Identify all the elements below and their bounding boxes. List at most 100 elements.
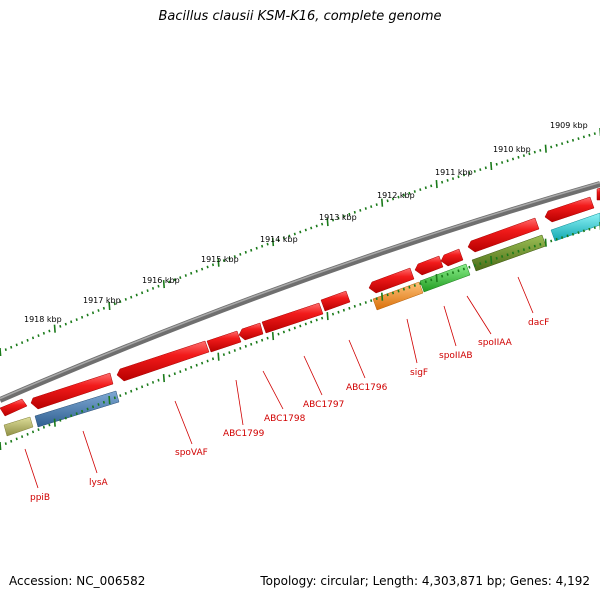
- scale-tick: [435, 274, 438, 283]
- scale-dot: [282, 236, 285, 240]
- cds-arrow: [320, 290, 351, 312]
- scale-dot: [342, 214, 345, 218]
- scale-dot: [397, 195, 400, 199]
- scale-dot: [244, 250, 247, 254]
- scale-dot: [173, 278, 176, 282]
- scale-dot: [266, 242, 269, 246]
- scale-dot: [528, 246, 531, 250]
- scale-dot: [506, 253, 509, 257]
- scale-dot: [173, 372, 176, 376]
- gene-label-ABC1796: ABC1796: [346, 383, 388, 393]
- scale-tick: [108, 395, 111, 405]
- cds-arrow: [440, 248, 464, 267]
- scale-dot: [97, 309, 100, 312]
- scale-dot: [15, 437, 18, 441]
- leader-ABC1797: [303, 355, 323, 396]
- cds-arrow: [30, 372, 114, 410]
- scale-dot: [184, 368, 187, 371]
- scale-dot: [266, 336, 269, 340]
- scale-dot: [179, 370, 182, 373]
- kbp-label-1912: 1912 kbp: [377, 191, 415, 200]
- scale-dot: [353, 304, 356, 308]
- scale-dot: [484, 260, 487, 264]
- scale-dot: [430, 278, 433, 282]
- scale-dot: [441, 180, 444, 184]
- scale-dot: [113, 396, 116, 400]
- cds-arrow: [261, 302, 324, 334]
- scale-dot: [408, 285, 411, 289]
- scale-dot: [141, 385, 144, 389]
- scale-dot: [430, 184, 433, 188]
- scale-dot: [484, 166, 487, 170]
- scale-dot: [250, 342, 253, 346]
- scale-dot: [102, 306, 105, 310]
- scale-dot: [506, 159, 509, 163]
- scale-tick: [381, 292, 384, 301]
- scale-dot: [135, 387, 138, 391]
- kbp-label-1911: 1911 kbp: [435, 168, 473, 177]
- scale-dot: [539, 149, 542, 152]
- scale-dot: [495, 162, 498, 166]
- leader-spoVAF: [174, 400, 193, 445]
- scale-dot: [331, 218, 335, 222]
- scale-dot: [124, 392, 127, 395]
- feature-bar-blue: [34, 390, 120, 428]
- feature-track: [3, 212, 600, 437]
- scale-dot: [288, 328, 291, 332]
- scale-dot: [451, 271, 455, 274]
- scale-dot: [228, 351, 231, 354]
- scale-dot: [375, 297, 378, 300]
- scale-dot: [582, 135, 585, 139]
- scale-dot: [315, 318, 318, 322]
- scale-dot: [359, 209, 362, 212]
- scale-dot: [91, 311, 95, 315]
- scale-dot: [370, 205, 373, 208]
- scale-dot: [299, 230, 302, 234]
- scale-dot: [151, 381, 155, 384]
- scale-dot: [201, 267, 204, 271]
- scale-dot: [364, 207, 367, 210]
- leader-ABC1799: [235, 379, 244, 426]
- accession-text: Accession: NC_006582: [9, 574, 146, 588]
- scale-dot: [561, 142, 564, 145]
- scale-tick: [326, 218, 329, 227]
- cds-arrow: [596, 187, 600, 201]
- scale-dot: [233, 255, 236, 258]
- scale-dot: [397, 289, 400, 293]
- scale-dot: [446, 179, 449, 182]
- gene-labels: dacF spoIIAA spoIIAB sigF ABC1796 ABC179…: [30, 318, 549, 503]
- scale-dot: [370, 299, 373, 302]
- scale-dot: [10, 439, 13, 443]
- cds-arrow: [116, 340, 210, 382]
- scale-dot: [75, 318, 78, 321]
- scale-dot: [402, 193, 405, 197]
- scale-dot: [31, 430, 35, 434]
- scale-dot: [37, 334, 40, 337]
- scale-dot: [70, 414, 73, 418]
- gene-label-dacF: dacF: [528, 318, 549, 328]
- cds-arrow: [238, 322, 264, 341]
- scale-tick: [162, 280, 165, 289]
- scale-dot: [119, 300, 122, 303]
- scale-tick: [162, 374, 165, 383]
- kbp-label-1909: 1909 kbp: [550, 121, 588, 130]
- scale-dot: [211, 263, 215, 267]
- scale-dot: [348, 212, 351, 216]
- leader-spoIIAA: [466, 295, 492, 335]
- scale-dot: [206, 265, 209, 269]
- kbp-label-1917: 1917 kbp: [83, 296, 121, 305]
- scale-dot: [130, 389, 133, 393]
- genome-backbone-highlight: [0, 181, 600, 400]
- scale-dot: [331, 312, 335, 316]
- scale-dot: [293, 232, 296, 236]
- scale-tick: [326, 312, 329, 321]
- scale-dot: [31, 336, 35, 340]
- scale-dot: [528, 152, 531, 156]
- scale-dot: [81, 409, 84, 413]
- scale-dot: [539, 243, 542, 246]
- scale-tick: [53, 418, 56, 427]
- scale-dot: [201, 361, 204, 365]
- scale-tick: [271, 332, 275, 341]
- scale-dot: [402, 287, 405, 291]
- scale-dot: [501, 255, 504, 258]
